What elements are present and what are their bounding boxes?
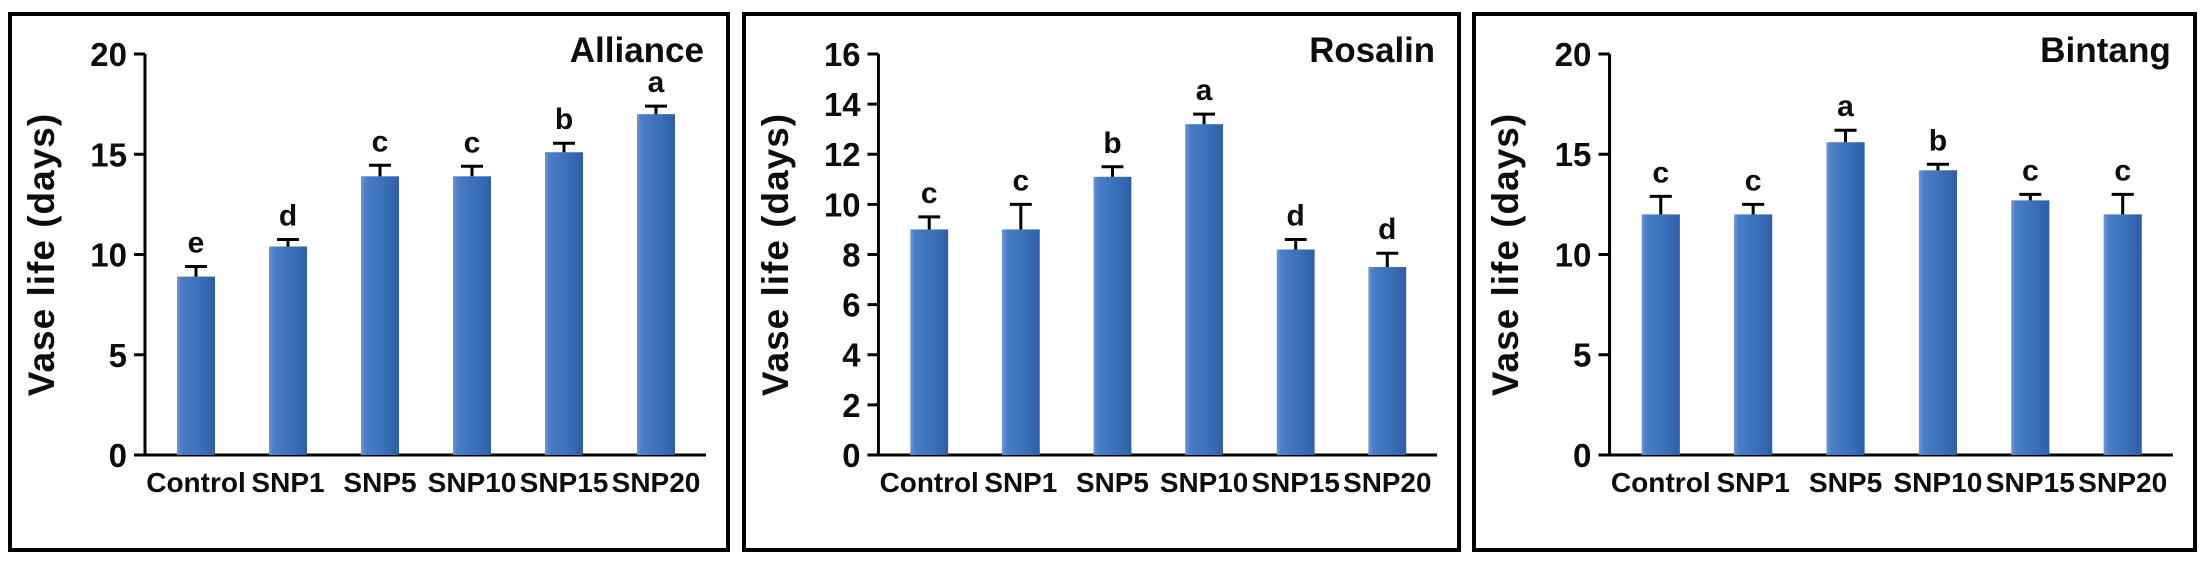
bar-snp20	[637, 114, 675, 456]
y-tick-label: 20	[1555, 37, 1592, 74]
sig-letter-snp5: a	[1837, 90, 1854, 123]
bar-snp1	[269, 246, 307, 455]
bar-control	[910, 229, 949, 455]
sig-letter-snp5: c	[372, 125, 389, 158]
y-tick-label: 5	[109, 337, 127, 374]
sig-letter-snp1: d	[279, 199, 297, 232]
y-tick-label: 12	[824, 136, 861, 173]
y-tick-label: 8	[842, 236, 860, 273]
chart-canvas-bintang: 0 5 10 15 20 c Control c SNP1 a SNP5 b SNP10 c SNP15 c S…	[1484, 31, 2173, 498]
y-tick-label: 20	[90, 36, 127, 73]
sig-letter-control: e	[188, 227, 205, 260]
category-label-snp1: SNP1	[984, 467, 1057, 498]
bar-snp20	[2103, 214, 2142, 455]
category-label-snp20: SNP20	[2078, 467, 2167, 498]
y-axis-title: Vase life (days)	[755, 113, 796, 396]
sig-letter-control: c	[1652, 156, 1669, 189]
sig-letter-snp10: c	[464, 126, 481, 159]
category-label-snp10: SNP10	[1893, 467, 1982, 498]
chart-canvas-rosalin: 0 2 4 6 8 10 12 14 16 c Control c SNP1 b SNP5 a SNP10 d SN…	[755, 31, 1438, 498]
sig-letter-snp15: d	[1287, 199, 1305, 232]
chart-canvas-alliance: 0 5 10 15 20 e Control d SNP1 c SNP5 c SNP10 b SNP15 a S…	[21, 31, 706, 498]
y-tick-label: 16	[824, 36, 861, 73]
y-tick-label: 0	[1573, 438, 1591, 475]
bar-snp5	[361, 176, 399, 455]
sig-letter-snp20: a	[648, 66, 665, 99]
y-tick-label: 4	[842, 337, 861, 374]
sig-letter-snp20: c	[2114, 154, 2131, 187]
chart-panel-alliance: 0 5 10 15 20 e Control d SNP1 c SNP5 c SNP10 b SNP15 a S…	[8, 12, 730, 552]
sig-letter-snp1: c	[1745, 164, 1762, 197]
y-tick-label: 10	[1555, 238, 1592, 275]
category-label-snp15: SNP15	[1986, 467, 2075, 498]
y-tick-label: 2	[842, 387, 860, 424]
y-tick-label: 14	[824, 86, 861, 123]
category-label-control: Control	[146, 467, 246, 498]
bar-control	[1641, 214, 1680, 455]
category-label-snp15: SNP15	[1252, 467, 1340, 498]
bar-snp15	[1276, 249, 1315, 455]
category-label-snp5: SNP5	[343, 467, 416, 498]
chart-title: Bintang	[2040, 31, 2171, 70]
category-label-control: Control	[880, 467, 979, 498]
category-label-snp15: SNP15	[520, 467, 609, 498]
category-label-snp5: SNP5	[1076, 467, 1149, 498]
category-label-snp20: SNP20	[612, 467, 701, 498]
bar-snp20	[1368, 267, 1407, 455]
bar-control	[177, 276, 215, 455]
y-tick-label: 0	[842, 437, 860, 474]
chart-title: Rosalin	[1309, 31, 1435, 70]
sig-letter-snp20: d	[1378, 213, 1396, 246]
category-label-snp1: SNP1	[251, 467, 324, 498]
bar-snp5	[1826, 142, 1865, 455]
y-tick-label: 10	[824, 186, 861, 223]
sig-letter-control: c	[921, 177, 938, 210]
sig-letter-snp10: a	[1196, 74, 1213, 107]
bar-snp15	[545, 152, 583, 455]
chart-panel-rosalin: 0 2 4 6 8 10 12 14 16 c Control c SNP1 b SNP5 a SNP10 d SN…	[742, 12, 1461, 552]
bar-snp10	[1185, 124, 1223, 456]
y-axis-title: Vase life (days)	[21, 113, 62, 396]
y-tick-label: 15	[90, 136, 127, 173]
category-label-control: Control	[1611, 467, 1711, 498]
y-tick-label: 10	[90, 237, 127, 274]
sig-letter-snp15: c	[2022, 154, 2039, 187]
y-tick-label: 0	[109, 437, 127, 474]
category-label-snp10: SNP10	[1160, 467, 1248, 498]
bar-snp10	[453, 176, 491, 455]
y-tick-label: 15	[1555, 137, 1592, 174]
category-label-snp1: SNP1	[1716, 467, 1789, 498]
y-axis-title: Vase life (days)	[1484, 113, 1526, 396]
y-tick-label: 6	[842, 287, 860, 324]
chart-panel-bintang: 0 5 10 15 20 c Control c SNP1 a SNP5 b SNP10 c SNP15 c S…	[1472, 12, 2197, 552]
bar-snp15	[2011, 200, 2050, 455]
category-label-snp20: SNP20	[1343, 467, 1431, 498]
sig-letter-snp5: b	[1103, 127, 1121, 160]
sig-letter-snp10: b	[1929, 124, 1947, 157]
category-label-snp5: SNP5	[1809, 467, 1882, 498]
y-tick-label: 5	[1573, 338, 1591, 375]
bar-snp1	[1001, 229, 1040, 455]
sig-letter-snp1: c	[1013, 164, 1030, 197]
bar-snp10	[1918, 170, 1958, 456]
bar-snp5	[1093, 176, 1132, 455]
sig-letter-snp15: b	[555, 103, 573, 136]
category-label-snp10: SNP10	[428, 467, 517, 498]
chart-title: Alliance	[570, 31, 704, 70]
bar-snp1	[1734, 214, 1773, 455]
